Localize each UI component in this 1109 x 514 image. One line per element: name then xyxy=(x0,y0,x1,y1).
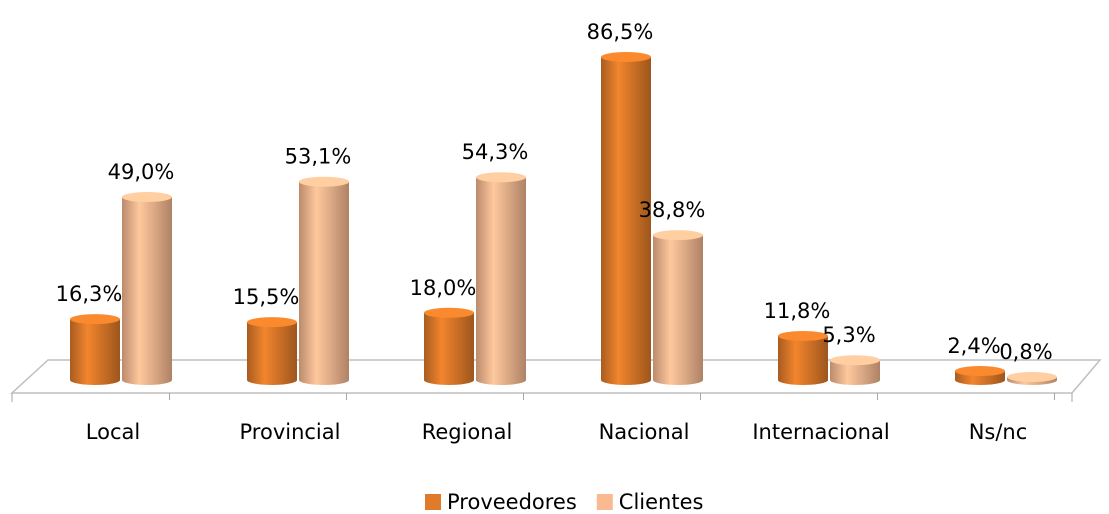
data-label: 38,8% xyxy=(639,198,706,222)
data-label: 5,3% xyxy=(822,323,875,347)
bar-base xyxy=(122,375,172,385)
bar xyxy=(476,177,526,380)
bar xyxy=(122,197,172,380)
floor xyxy=(10,359,1102,402)
bar-base xyxy=(778,375,828,385)
bar-cap xyxy=(955,366,1005,377)
bar-cap xyxy=(424,307,474,318)
legend-swatch xyxy=(596,494,613,510)
x-tick-label: Internacional xyxy=(752,420,889,444)
bar-base xyxy=(70,375,120,385)
bar-cap xyxy=(247,317,297,328)
bar xyxy=(70,319,120,380)
data-label: 0,8% xyxy=(999,340,1052,364)
bar-base xyxy=(299,375,349,385)
bar xyxy=(778,335,828,380)
bar-cap xyxy=(122,192,172,203)
data-label: 16,3% xyxy=(56,282,123,306)
data-label: 18,0% xyxy=(410,276,477,300)
bar-base xyxy=(424,375,474,385)
bar xyxy=(424,312,474,380)
data-label: 49,0% xyxy=(108,160,175,184)
bar-cap xyxy=(778,330,828,341)
bar-cap xyxy=(830,355,880,366)
x-tick-label: Regional xyxy=(422,420,513,444)
legend-swatch xyxy=(425,494,441,510)
data-label: 15,5% xyxy=(233,285,300,309)
data-label: 2,4% xyxy=(947,334,1000,358)
bar xyxy=(601,57,651,380)
bar xyxy=(830,360,880,380)
bar-cap xyxy=(1007,372,1057,383)
bar-base xyxy=(955,375,1005,385)
bar xyxy=(247,322,297,380)
x-tick-label: Ns/nc xyxy=(969,420,1028,444)
legend-label: Proveedores xyxy=(447,490,577,514)
bar-base xyxy=(476,375,526,385)
bar-base xyxy=(830,375,880,385)
legend-label: Clientes xyxy=(619,490,704,514)
bar-base xyxy=(653,375,703,385)
data-label: 11,8% xyxy=(764,299,831,323)
bar-base xyxy=(601,375,651,385)
bar xyxy=(299,181,349,380)
bar-cap xyxy=(601,52,651,62)
bar-cap xyxy=(299,176,349,187)
bar xyxy=(653,235,703,380)
x-tick-label: Local xyxy=(86,420,140,444)
x-tick-label: Nacional xyxy=(599,420,690,444)
bar-cap xyxy=(653,230,703,241)
bar-base xyxy=(247,375,297,385)
data-label: 54,3% xyxy=(462,140,529,164)
data-label: 53,1% xyxy=(285,145,352,169)
data-label: 86,5% xyxy=(587,20,654,44)
bar-cap xyxy=(70,314,120,325)
x-tick-label: Provincial xyxy=(240,420,341,444)
bar-cap xyxy=(476,172,526,183)
